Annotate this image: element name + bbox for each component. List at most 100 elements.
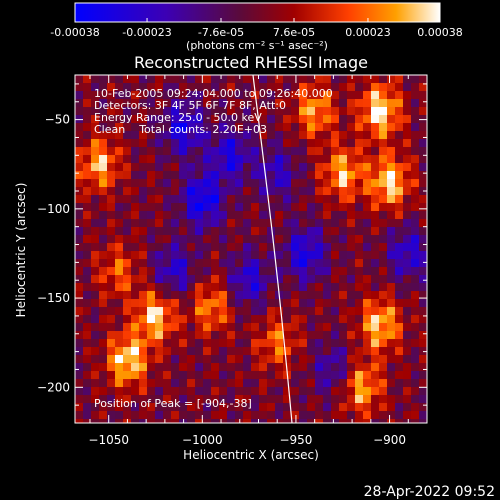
heatmap-cell xyxy=(83,283,91,291)
heatmap-cell xyxy=(187,387,195,395)
heatmap-cell xyxy=(347,155,355,163)
heatmap-cell xyxy=(299,179,307,187)
heatmap-cell xyxy=(307,115,315,123)
heatmap-cell xyxy=(179,299,187,307)
heatmap-cell xyxy=(251,331,259,339)
heatmap-cell xyxy=(291,355,299,363)
heatmap-cell xyxy=(139,131,147,139)
heatmap-cell xyxy=(187,123,195,131)
heatmap-cell xyxy=(187,347,195,355)
heatmap-cell xyxy=(75,219,83,227)
heatmap-cell xyxy=(235,75,243,83)
heatmap-cell xyxy=(355,155,363,163)
heatmap-cell xyxy=(395,299,403,307)
heatmap-cell xyxy=(123,155,131,163)
heatmap-cell xyxy=(411,339,419,347)
heatmap-cell xyxy=(403,403,411,411)
heatmap-cell xyxy=(115,123,123,131)
heatmap-cell xyxy=(235,147,243,155)
heatmap-cell xyxy=(379,275,387,283)
heatmap-cell xyxy=(211,299,219,307)
heatmap-cell xyxy=(163,315,171,323)
heatmap-cell xyxy=(187,267,195,275)
heatmap-cell xyxy=(259,395,267,403)
heatmap-cell xyxy=(99,275,107,283)
heatmap-cell xyxy=(75,291,83,299)
heatmap-cell xyxy=(219,371,227,379)
heatmap-cell xyxy=(387,379,395,387)
heatmap-cell xyxy=(155,291,163,299)
heatmap-cell xyxy=(83,243,91,251)
heatmap-cell xyxy=(211,259,219,267)
heatmap-cell xyxy=(355,163,363,171)
heatmap-cell xyxy=(331,203,339,211)
heatmap-cell xyxy=(75,379,83,387)
heatmap-cell xyxy=(99,131,107,139)
heatmap-cell xyxy=(307,227,315,235)
heatmap-cell xyxy=(99,331,107,339)
heatmap-cell xyxy=(131,171,139,179)
heatmap-cell xyxy=(371,195,379,203)
info-line-clean: Clean Total counts: 2.20E+03 xyxy=(94,123,267,136)
colorbar xyxy=(74,2,441,23)
heatmap-cell xyxy=(195,379,203,387)
heatmap-cell xyxy=(211,99,219,107)
heatmap-cell xyxy=(411,227,419,235)
heatmap-cell xyxy=(219,227,227,235)
heatmap-cell xyxy=(115,411,123,419)
heatmap-cell xyxy=(155,395,163,403)
heatmap-cell xyxy=(275,187,283,195)
heatmap-cell xyxy=(363,267,371,275)
heatmap-cell xyxy=(139,339,147,347)
heatmap-cell xyxy=(171,115,179,123)
heatmap-cell xyxy=(107,299,115,307)
heatmap-cell xyxy=(339,339,347,347)
heatmap-cell xyxy=(315,99,323,107)
heatmap-cell xyxy=(203,323,211,331)
heatmap-cell xyxy=(307,291,315,299)
heatmap-cell xyxy=(283,195,291,203)
heatmap-cell xyxy=(147,259,155,267)
y-tick-label: −150 xyxy=(37,291,70,305)
heatmap-cell xyxy=(107,355,115,363)
heatmap-cell xyxy=(179,203,187,211)
heatmap-cell xyxy=(411,403,419,411)
heatmap-cell xyxy=(123,299,131,307)
heatmap-cell xyxy=(275,299,283,307)
heatmap-cell xyxy=(379,395,387,403)
heatmap-cell xyxy=(195,99,203,107)
heatmap-cell xyxy=(227,339,235,347)
heatmap-cell xyxy=(251,147,259,155)
heatmap-cell xyxy=(315,147,323,155)
heatmap-cell xyxy=(299,115,307,123)
heatmap-cell xyxy=(259,315,267,323)
heatmap-cell xyxy=(211,243,219,251)
heatmap-cell xyxy=(259,307,267,315)
heatmap-cell xyxy=(395,243,403,251)
heatmap-cell xyxy=(171,131,179,139)
heatmap-cell xyxy=(299,163,307,171)
heatmap-cell xyxy=(387,179,395,187)
heatmap-cell xyxy=(75,299,83,307)
heatmap-cell xyxy=(339,147,347,155)
heatmap-cell xyxy=(315,107,323,115)
heatmap-cell xyxy=(163,219,171,227)
heatmap-cell xyxy=(339,139,347,147)
heatmap-cell xyxy=(203,291,211,299)
heatmap-cell xyxy=(195,307,203,315)
heatmap-cell xyxy=(171,315,179,323)
heatmap-cell xyxy=(211,211,219,219)
heatmap-cell xyxy=(347,363,355,371)
heatmap-cell xyxy=(267,403,275,411)
heatmap-cell xyxy=(387,211,395,219)
heatmap-cell xyxy=(283,307,291,315)
heatmap-cell xyxy=(403,131,411,139)
heatmap-cell xyxy=(243,243,251,251)
heatmap-cell xyxy=(155,411,163,419)
heatmap-cell xyxy=(419,219,427,227)
heatmap-cell xyxy=(291,203,299,211)
heatmap-cell xyxy=(91,347,99,355)
heatmap-cell xyxy=(331,83,339,91)
heatmap-cell xyxy=(283,203,291,211)
heatmap-cell xyxy=(283,419,291,423)
